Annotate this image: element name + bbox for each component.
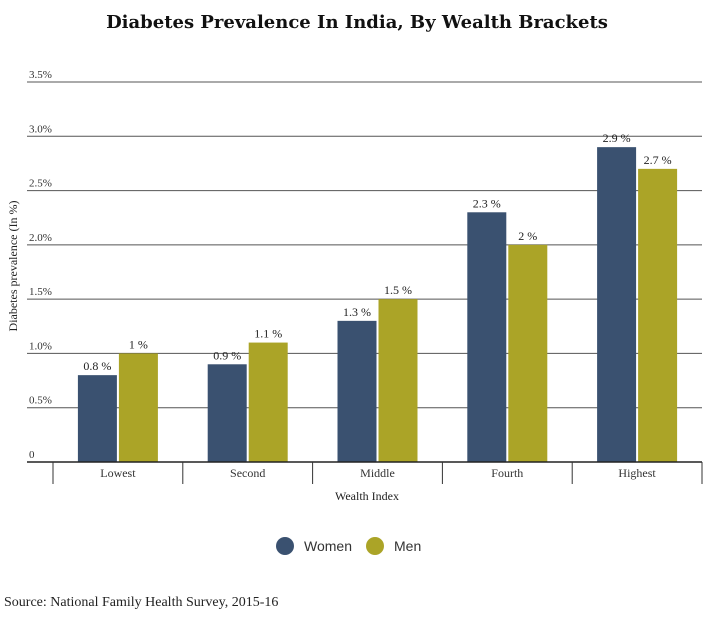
legend-label-women: Women (304, 538, 352, 554)
bar-men-middle (378, 299, 418, 462)
legend-label-men: Men (394, 538, 421, 554)
x-axis: Lowest Second Middle Fourth Highest (27, 461, 703, 484)
data-labels: 0.8 % 1 % 0.9 % 1.1 % 1.3 % 1.5 % 2.3 % 2 % 2.9 … (83, 131, 671, 373)
x-tick-label: Lowest (100, 466, 136, 480)
y-tick-label: 3.5% (29, 69, 52, 81)
bar-women-second (207, 364, 247, 462)
y-tick-labels: 0 0.5% 1.0% 1.5% 2.0% 2.5% 3.0% 3.5% (29, 69, 52, 461)
legend-marker-women (276, 537, 294, 555)
y-axis-label: Diabetes prevalence (In %) (6, 201, 20, 332)
data-label: 2.7 % (644, 153, 672, 167)
legend: Women Men (276, 537, 421, 555)
x-tick-label: Fourth (491, 466, 523, 480)
y-tick-label: 0.5% (29, 395, 52, 407)
data-label: 2.9 % (603, 131, 631, 145)
data-label: 0.9 % (213, 348, 241, 362)
data-label: 1.1 % (254, 327, 282, 341)
y-tick-label: 2.0% (29, 232, 52, 244)
source-note: Source: National Family Health Survey, 2… (4, 595, 278, 610)
x-tick-label: Highest (618, 466, 656, 480)
data-label: 1 % (129, 337, 148, 351)
bar-men-highest (638, 168, 678, 462)
x-axis-label: Wealth Index (335, 489, 399, 503)
bar-men-fourth (508, 244, 548, 462)
data-label: 1.3 % (343, 305, 371, 319)
bar-men-lowest (118, 353, 158, 462)
y-tick-label: 2.5% (29, 178, 52, 190)
chart-title: Diabetes Prevalence In India, By Wealth … (106, 12, 608, 33)
data-label: 1.5 % (384, 283, 412, 297)
data-label: 2 % (518, 229, 537, 243)
y-tick-label: 0 (29, 449, 35, 461)
x-tick-label: Middle (360, 466, 395, 480)
y-tick-label: 1.5% (29, 286, 52, 298)
legend-marker-men (366, 537, 384, 555)
data-label: 2.3 % (473, 196, 501, 210)
x-tick-label: Second (230, 466, 265, 480)
y-tick-label: 1.0% (29, 340, 52, 352)
bar-women-middle (337, 320, 377, 462)
bar-women-lowest (77, 375, 117, 462)
data-label: 0.8 % (83, 359, 111, 373)
y-tick-label: 3.0% (29, 123, 52, 135)
bars (77, 147, 678, 462)
bar-men-second (248, 342, 288, 462)
bar-women-highest (597, 147, 637, 462)
bar-women-fourth (467, 212, 507, 462)
